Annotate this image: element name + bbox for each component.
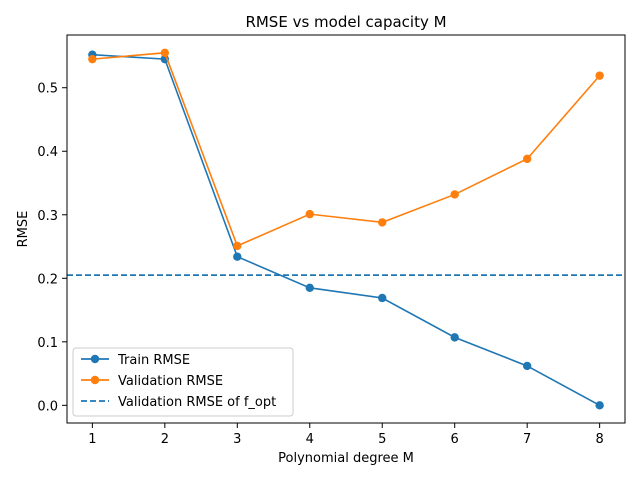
x-tick-label: 6 — [451, 432, 459, 447]
validation-rmse-point — [378, 218, 387, 227]
validation-rmse-point — [522, 154, 532, 164]
train-rmse-point — [450, 333, 459, 342]
legend-label-validation-rmse-of-f-opt: Validation RMSE of f_opt — [118, 395, 276, 410]
validation-rmse-point — [88, 54, 97, 64]
legend: Train RMSE Validation RMSE Validation RMSE… — [72, 347, 294, 417]
x-tick-label: 3 — [233, 432, 241, 447]
validation-rmse-point — [595, 71, 604, 80]
x-axis: 1 2 3 4 5 6 7 8 — [88, 423, 604, 447]
x-axis-title: Polynomial degree M — [278, 451, 414, 466]
y-tick-label: 0.0 — [37, 399, 58, 414]
train-rmse-line — [92, 53, 601, 407]
train-rmse-point — [595, 401, 604, 410]
x-tick-label: 2 — [161, 432, 169, 447]
x-tick-label: 5 — [378, 432, 386, 447]
x-tick-label: 1 — [88, 432, 96, 447]
y-tick-label: 0.5 — [37, 82, 58, 97]
legend-marker-validation-rmse — [90, 375, 100, 385]
chart-title: RMSE vs model capacity M — [245, 13, 446, 31]
train-rmse-point — [305, 283, 314, 293]
y-axis-title: RMSE — [16, 211, 31, 248]
validation-rmse-line — [92, 51, 601, 247]
validation-rmse-point — [160, 48, 170, 57]
legend-label-train-rmse: Train RMSE — [117, 353, 190, 368]
x-tick-label: 8 — [595, 432, 603, 447]
validation-rmse-point — [233, 241, 242, 251]
x-tick-label: 4 — [306, 432, 314, 447]
y-tick-label: 0.3 — [37, 209, 58, 224]
legend-box — [72, 347, 294, 417]
validation-rmse-point — [450, 190, 459, 199]
train-rmse-point — [522, 361, 532, 371]
train-rmse-point — [378, 293, 387, 303]
x-tick-label: 7 — [523, 432, 531, 447]
validation-rmse-point — [305, 209, 314, 219]
legend-label-validation-rmse: Validation RMSE — [118, 374, 223, 389]
train-rmse-point — [233, 252, 242, 261]
axes-frame — [66, 34, 626, 424]
y-axis: 0.0 0.1 0.2 0.3 0.4 0.5 — [37, 82, 67, 414]
y-tick-label: 0.2 — [37, 272, 58, 287]
y-tick-label: 0.4 — [37, 145, 58, 160]
legend-marker-train-rmse — [90, 354, 100, 364]
y-tick-label: 0.1 — [37, 336, 58, 351]
plot-area — [67, 48, 625, 410]
